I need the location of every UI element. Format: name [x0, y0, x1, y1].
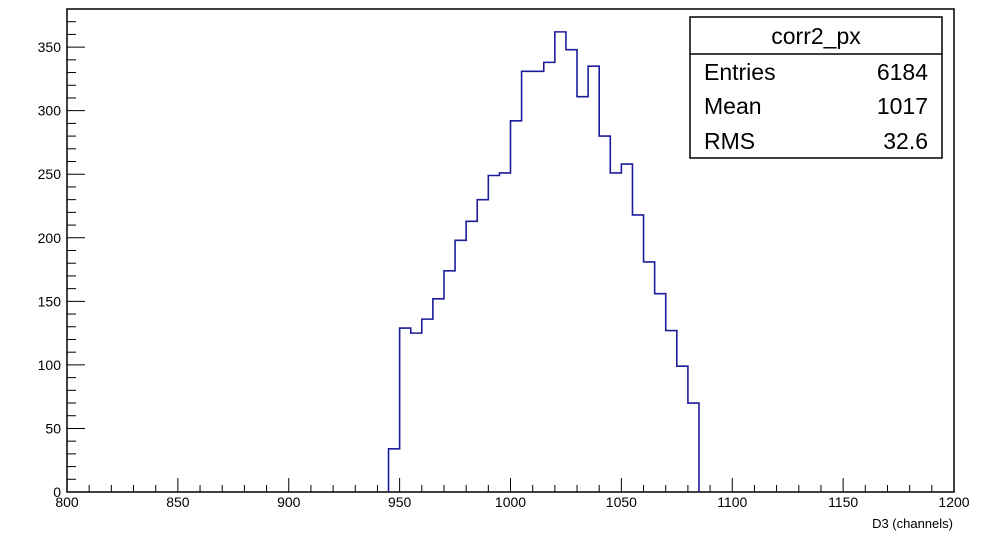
stats-label-rms: RMS: [704, 128, 755, 154]
stats-value-rms: 32.6: [883, 128, 928, 154]
y-tick-label: 100: [38, 357, 62, 373]
stats-box: corr2_px Entries 6184 Mean 1017 RMS 32.6: [689, 16, 943, 159]
axis-ticks: [66, 8, 955, 493]
stats-value-entries: 6184: [877, 59, 928, 85]
stats-label-mean: Mean: [704, 93, 762, 119]
tick-labels: 800 850 900 950 1000 1050 1100 1150 1200 0 50 100 15…: [38, 39, 970, 510]
stats-value-mean: 1017: [877, 93, 928, 119]
y-tick-label: 350: [38, 39, 62, 55]
stats-title: corr2_px: [771, 23, 861, 49]
x-axis-title: D3 (channels): [872, 516, 953, 531]
stats-label-entries: Entries: [704, 59, 776, 85]
x-tick-label: 1000: [495, 494, 526, 510]
y-tick-label: 50: [45, 420, 61, 436]
x-tick-label: 1050: [606, 494, 637, 510]
histogram-series: [387, 31, 700, 492]
x-tick-label: 850: [166, 494, 190, 510]
y-tick-label: 200: [38, 230, 62, 246]
y-tick-label: 300: [38, 103, 62, 119]
x-tick-label: 1100: [717, 494, 747, 510]
x-tick-label: 800: [55, 494, 79, 510]
x-tick-label: 1200: [938, 494, 969, 510]
y-tick-label: 0: [53, 484, 61, 500]
x-tick-label: 900: [277, 494, 301, 510]
y-tick-label: 250: [38, 166, 62, 182]
y-tick-label: 150: [38, 293, 62, 309]
x-tick-label: 1150: [828, 494, 858, 510]
x-tick-label: 950: [388, 494, 412, 510]
